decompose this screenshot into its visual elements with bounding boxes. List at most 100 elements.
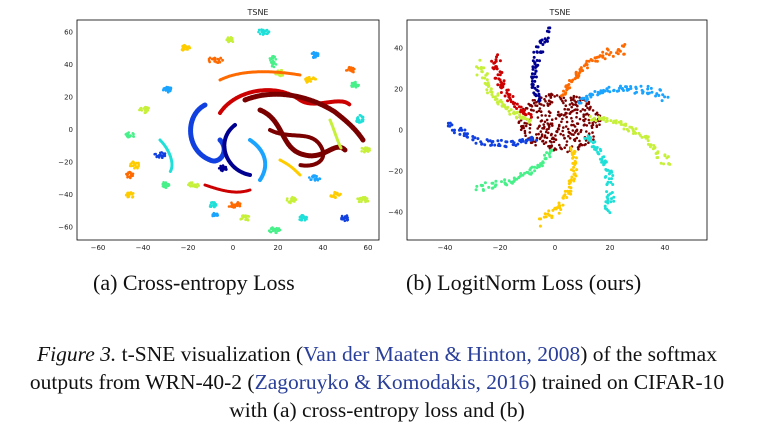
panel-b-arm-point xyxy=(498,73,502,77)
panel-a-cluster-point xyxy=(133,163,137,167)
panel-b-core-point xyxy=(522,124,525,128)
panel-b-arm-point xyxy=(533,165,537,169)
panel-b-core-point xyxy=(567,130,571,134)
citation-link-2[interactable]: Zagoruyko & Komodakis, 2016 xyxy=(254,370,530,394)
panel-a: TSNE 60 40 20 0 −20 −40 −60 −60 −40 −20 0 20 40 60 xyxy=(45,0,385,260)
panel-b-arm-point xyxy=(609,51,613,54)
panel-a-cluster-point xyxy=(181,47,184,50)
panel-b-core-point xyxy=(567,108,571,111)
panel-b-x-ticks: −40 −20 0 20 40 xyxy=(438,244,670,252)
panel-b-arm-point xyxy=(661,93,665,97)
panel-b-core-point xyxy=(559,132,562,136)
panel-a-cluster-point xyxy=(362,147,366,151)
panel-b-arm-point xyxy=(497,77,501,81)
panel-a-cluster-point xyxy=(219,56,222,60)
panel-a-cluster-point xyxy=(146,109,150,112)
citation-link-1[interactable]: Van der Maaten & Hinton, 2008 xyxy=(303,342,581,366)
panel-a-cluster-point xyxy=(289,201,292,205)
panel-b-arm-point xyxy=(516,110,520,114)
panel-b-arm-point xyxy=(594,119,598,123)
panel-b-arm-point xyxy=(529,115,533,119)
panel-a-cluster-point xyxy=(160,155,164,158)
panel-b-y-tick-label: 20 xyxy=(394,86,403,94)
panel-b-arm-point xyxy=(515,102,519,106)
panel-b-core-point xyxy=(575,128,579,132)
panel-b-arm-point xyxy=(521,115,525,119)
panel-b-core-point xyxy=(547,93,551,97)
panel-b-arm-point xyxy=(491,95,495,99)
panel-b-arm-point xyxy=(493,184,497,188)
panel-a-cluster-point xyxy=(341,216,345,220)
panel-b-arm-point xyxy=(586,66,589,70)
panel-b-core-point xyxy=(540,119,544,122)
panel-b-core-point xyxy=(542,142,546,145)
panel-b-arm-point xyxy=(497,142,501,146)
panel-b-arm-point xyxy=(543,153,546,157)
panel-b-arm-point xyxy=(538,50,542,54)
panel-a-cluster-point xyxy=(352,70,355,73)
panel-a-cluster-point xyxy=(274,231,277,234)
panel-b-arm-point xyxy=(638,133,642,137)
panel-b-core-point xyxy=(527,102,530,106)
panel-b-arm-point xyxy=(535,59,539,62)
panel-b-core-point xyxy=(570,102,574,105)
panel-b-core-point xyxy=(592,135,595,138)
panel-b-arm-point xyxy=(646,87,650,91)
panel-b-core-point xyxy=(547,99,551,102)
panel-a-cluster-point xyxy=(361,198,364,201)
panel-b-core-point xyxy=(562,96,566,100)
panel-b-core-point xyxy=(523,129,527,133)
panel-b-arm-point xyxy=(528,168,532,172)
panel-b-arm-point xyxy=(471,138,475,142)
panel-a-cluster-point xyxy=(215,212,218,216)
panel-b-core-point xyxy=(579,110,582,113)
panel-b-x-tick-label: 40 xyxy=(661,244,670,252)
panel-b-arm-point xyxy=(487,185,491,189)
panel-b-frame xyxy=(406,19,708,241)
panel-b-arm-point xyxy=(668,162,672,166)
panel-b-arm-point xyxy=(592,116,596,120)
panel-b-core-point xyxy=(582,113,585,116)
panel-a-cluster-point xyxy=(126,173,129,177)
panel-b-arm-point xyxy=(585,59,589,63)
panel-b-arm-point xyxy=(503,144,507,148)
panel-b-core-point xyxy=(562,126,565,129)
panel-a-cluster-point xyxy=(164,186,168,189)
panel-a-cluster-point xyxy=(311,52,315,55)
panel-b-arm-point xyxy=(647,91,651,95)
panel-b-core-point xyxy=(578,117,582,121)
panel-b-core-point xyxy=(531,99,535,102)
panel-a-cluster-point xyxy=(238,202,242,205)
panel-b-core-point xyxy=(548,146,552,150)
panel-a-cluster-point xyxy=(147,106,150,110)
panel-a-frame xyxy=(76,19,380,241)
panel-a-cluster-point xyxy=(186,47,189,50)
panel-b-core-point xyxy=(556,127,560,130)
panel-b-core-point xyxy=(554,117,558,120)
panel-b-arm-point xyxy=(537,165,541,169)
panel-b-arm-point xyxy=(535,50,539,54)
panel-b-core-point xyxy=(575,115,578,119)
panel-b-arm-point xyxy=(512,176,516,180)
panel-a-cluster-point xyxy=(126,192,130,196)
panel-b-arm-point xyxy=(595,146,598,150)
panel-b-x-tick-label: 0 xyxy=(553,244,557,252)
panel-b-arm-point xyxy=(538,40,542,43)
panel-a-cluster-point xyxy=(219,165,223,168)
panel-b-arm-point xyxy=(446,124,450,128)
panel-b-core-point xyxy=(548,144,552,148)
caption-text-1: t-SNE visualization ( xyxy=(116,342,304,366)
panel-a-cluster-point xyxy=(360,200,363,204)
panel-b-arm-point xyxy=(540,38,544,42)
panel-b-core-point xyxy=(561,129,564,133)
panel-b-arm-point xyxy=(640,88,644,92)
panel-b-arm-point xyxy=(620,87,624,90)
panel-b-arm-point xyxy=(529,138,533,142)
panel-b-core-point xyxy=(537,109,541,113)
panel-b-arm-point xyxy=(509,140,513,143)
panel-b-arm-point xyxy=(612,199,616,203)
panel-b-core-point xyxy=(583,108,587,112)
panel-b-arm-point xyxy=(659,161,663,165)
panel-b-core-point xyxy=(525,122,528,125)
panel-b-arm-point xyxy=(485,88,489,92)
